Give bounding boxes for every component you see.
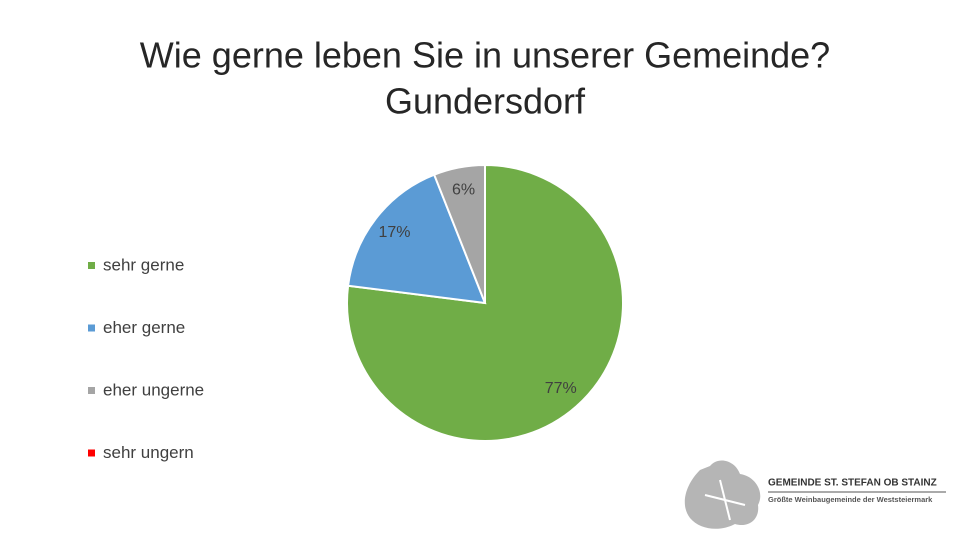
- data-label: 17%: [378, 224, 410, 241]
- legend-label: eher gerne: [103, 318, 185, 337]
- legend-label: sehr ungern: [103, 443, 194, 462]
- pie-slice: [432, 163, 486, 304]
- data-label: 6%: [452, 182, 475, 199]
- logo-name: GEMEINDE ST. STEFAN OB STAINZ: [768, 478, 937, 489]
- chart-title: Wie gerne leben Sie in unserer Gemeinde?: [140, 35, 830, 76]
- pie-slice: [346, 173, 487, 305]
- chart-title: Gundersdorf: [385, 81, 586, 122]
- legend-swatch: [88, 324, 95, 332]
- legend-label: sehr gerne: [103, 255, 184, 274]
- legend-label: eher ungerne: [103, 380, 204, 399]
- legend-swatch: [88, 387, 95, 394]
- legend-swatch: [88, 449, 95, 457]
- logo-vein: [704, 479, 746, 521]
- logo-tagline: Größte Weinbaugemeinde der Weststeiermar…: [768, 495, 933, 504]
- logo: GEMEINDE ST. STEFAN OB STAINZ Größte Wei…: [684, 460, 946, 529]
- data-label: 77%: [545, 380, 577, 397]
- logo-leaf: [684, 460, 761, 529]
- pie-slice: [346, 163, 624, 442]
- legend-swatch: [88, 262, 95, 269]
